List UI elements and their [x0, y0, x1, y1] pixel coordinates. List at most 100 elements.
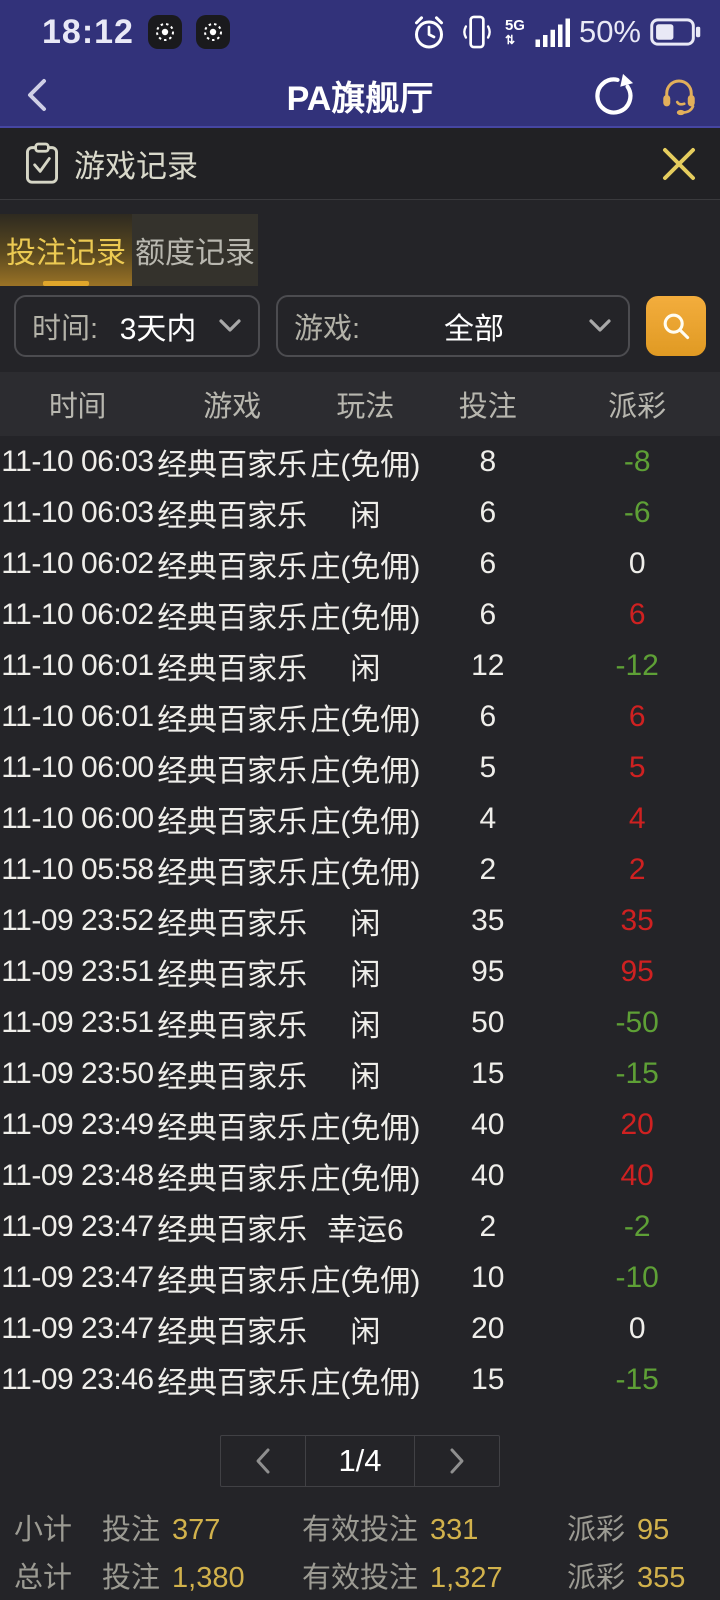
time-filter-label: 时间: [32, 313, 99, 345]
row-payout: 2 [628, 852, 646, 886]
prev-page-button[interactable] [221, 1436, 306, 1486]
row-payout: 6 [628, 597, 646, 631]
row-payout: 0 [628, 546, 646, 580]
table-row: 11-09 23:51 经典百家乐 闲 95 95 [0, 946, 720, 997]
row-payout: -2 [623, 1209, 651, 1243]
table-row: 11-10 06:01 经典百家乐 庄(免佣) 6 6 [0, 691, 720, 742]
table-row: 11-10 06:00 经典百家乐 庄(免佣) 4 4 [0, 793, 720, 844]
row-play: 闲 [350, 958, 381, 992]
row-game: 经典百家乐 [157, 958, 308, 992]
game-filter-label: 游戏: [294, 313, 361, 345]
status-time: 18:12 [42, 12, 134, 51]
tab-bet-records-label: 投注记录 [6, 237, 126, 270]
back-icon[interactable] [20, 73, 54, 117]
tab-quota-records-label: 额度记录 [135, 237, 255, 270]
row-play: 闲 [350, 1009, 381, 1043]
subtotal-bet-label: 投注 [102, 1514, 161, 1546]
nav-bar: PA旗舰厅 [0, 64, 720, 126]
tab-bet-records[interactable]: 投注记录 [0, 214, 132, 286]
row-play: 幸运6 [327, 1213, 404, 1247]
row-time: 11-10 06:03 [1, 444, 154, 478]
next-page-button[interactable] [414, 1436, 499, 1486]
column-header: 派彩 [608, 391, 667, 423]
row-time: 11-09 23:47 [1, 1209, 154, 1243]
total-payout-value: 355 [637, 1562, 686, 1594]
row-bet: 15 [471, 1362, 505, 1396]
total-bet-label: 投注 [102, 1562, 161, 1594]
table-row: 11-10 06:02 经典百家乐 庄(免佣) 6 0 [0, 538, 720, 589]
row-bet: 6 [479, 495, 497, 529]
row-payout: -15 [615, 1362, 659, 1396]
subtotal-payout-label: 派彩 [567, 1514, 626, 1546]
subtotal-valid-bet-label: 有效投注 [302, 1514, 419, 1546]
tab-quota-records[interactable]: 额度记录 [132, 214, 258, 286]
row-time: 11-10 06:01 [1, 648, 154, 682]
row-payout: -10 [615, 1260, 659, 1294]
row-play: 庄(免佣) [310, 1366, 421, 1400]
row-time: 11-09 23:47 [1, 1311, 154, 1345]
row-time: 11-10 06:00 [1, 750, 154, 784]
row-game: 经典百家乐 [157, 550, 308, 584]
modal-header: 游戏记录 [0, 128, 720, 200]
row-bet: 5 [479, 750, 497, 784]
row-play: 庄(免佣) [310, 703, 421, 737]
row-bet: 95 [471, 954, 505, 988]
row-payout: 40 [620, 1158, 654, 1192]
chevron-left-icon [253, 1446, 273, 1476]
search-icon [659, 309, 693, 343]
summary-subtotal-row: 小计 投注 377 有效投注 331 派彩 95 [0, 1503, 720, 1551]
row-time: 11-09 23:51 [1, 954, 154, 988]
modal-title: 游戏记录 [74, 149, 198, 184]
total-bet-value: 1,380 [172, 1562, 245, 1594]
table-row: 11-09 23:47 经典百家乐 闲 20 0 [0, 1303, 720, 1354]
row-play: 闲 [350, 1315, 381, 1349]
battery-icon [650, 17, 702, 47]
row-time: 11-10 06:01 [1, 699, 154, 733]
row-payout: 6 [628, 699, 646, 733]
row-bet: 8 [479, 444, 497, 478]
screen-record-icon [195, 15, 230, 49]
row-bet: 50 [471, 1005, 505, 1039]
row-play: 闲 [350, 1060, 381, 1094]
table-row: 11-10 06:03 经典百家乐 庄(免佣) 8 -8 [0, 436, 720, 487]
total-valid-bet-label: 有效投注 [302, 1562, 419, 1594]
subtotal-valid-bet-value: 331 [430, 1514, 479, 1546]
row-play: 闲 [350, 499, 381, 533]
row-game: 经典百家乐 [157, 1315, 308, 1349]
refresh-icon[interactable] [590, 73, 634, 117]
column-header: 时间 [48, 391, 107, 423]
table-body: 11-10 06:03 经典百家乐 庄(免佣) 8 -8 11-10 06:03 经典百家乐… [0, 436, 720, 1405]
table-row: 11-10 06:01 经典百家乐 闲 12 -12 [0, 640, 720, 691]
table-row: 11-10 06:00 经典百家乐 庄(免佣) 5 5 [0, 742, 720, 793]
row-game: 经典百家乐 [157, 703, 308, 737]
row-bet: 10 [471, 1260, 505, 1294]
row-game: 经典百家乐 [157, 652, 308, 686]
row-bet: 12 [471, 648, 505, 682]
row-payout: -50 [615, 1005, 659, 1039]
row-game: 经典百家乐 [157, 499, 308, 533]
column-header: 玩法 [336, 391, 395, 423]
time-filter-value: 3天内 [119, 313, 197, 346]
search-button[interactable] [646, 296, 706, 356]
row-time: 11-09 23:50 [1, 1056, 154, 1090]
row-game: 经典百家乐 [157, 856, 308, 890]
row-bet: 20 [471, 1311, 505, 1345]
table-row: 11-10 06:02 经典百家乐 庄(免佣) 6 6 [0, 589, 720, 640]
chevron-down-icon [218, 318, 242, 334]
summary-section: 小计 投注 377 有效投注 331 派彩 95 总计 投注 1,380 有效投… [0, 1503, 720, 1599]
row-game: 经典百家乐 [157, 805, 308, 839]
row-play: 闲 [350, 652, 381, 686]
row-bet: 6 [479, 546, 497, 580]
time-filter-select[interactable]: 时间: 3天内 [14, 295, 260, 357]
row-game: 经典百家乐 [157, 1009, 308, 1043]
close-icon[interactable] [660, 145, 698, 183]
subtotal-label: 小计 [14, 1514, 73, 1546]
customer-service-icon[interactable] [658, 74, 700, 116]
record-tabs: 投注记录 额度记录 [0, 214, 720, 286]
game-filter-select[interactable]: 游戏: 全部 [276, 295, 630, 357]
column-header: 投注 [458, 391, 517, 423]
row-payout: 5 [628, 750, 646, 784]
row-bet: 40 [471, 1107, 505, 1141]
row-play: 庄(免佣) [310, 448, 421, 482]
